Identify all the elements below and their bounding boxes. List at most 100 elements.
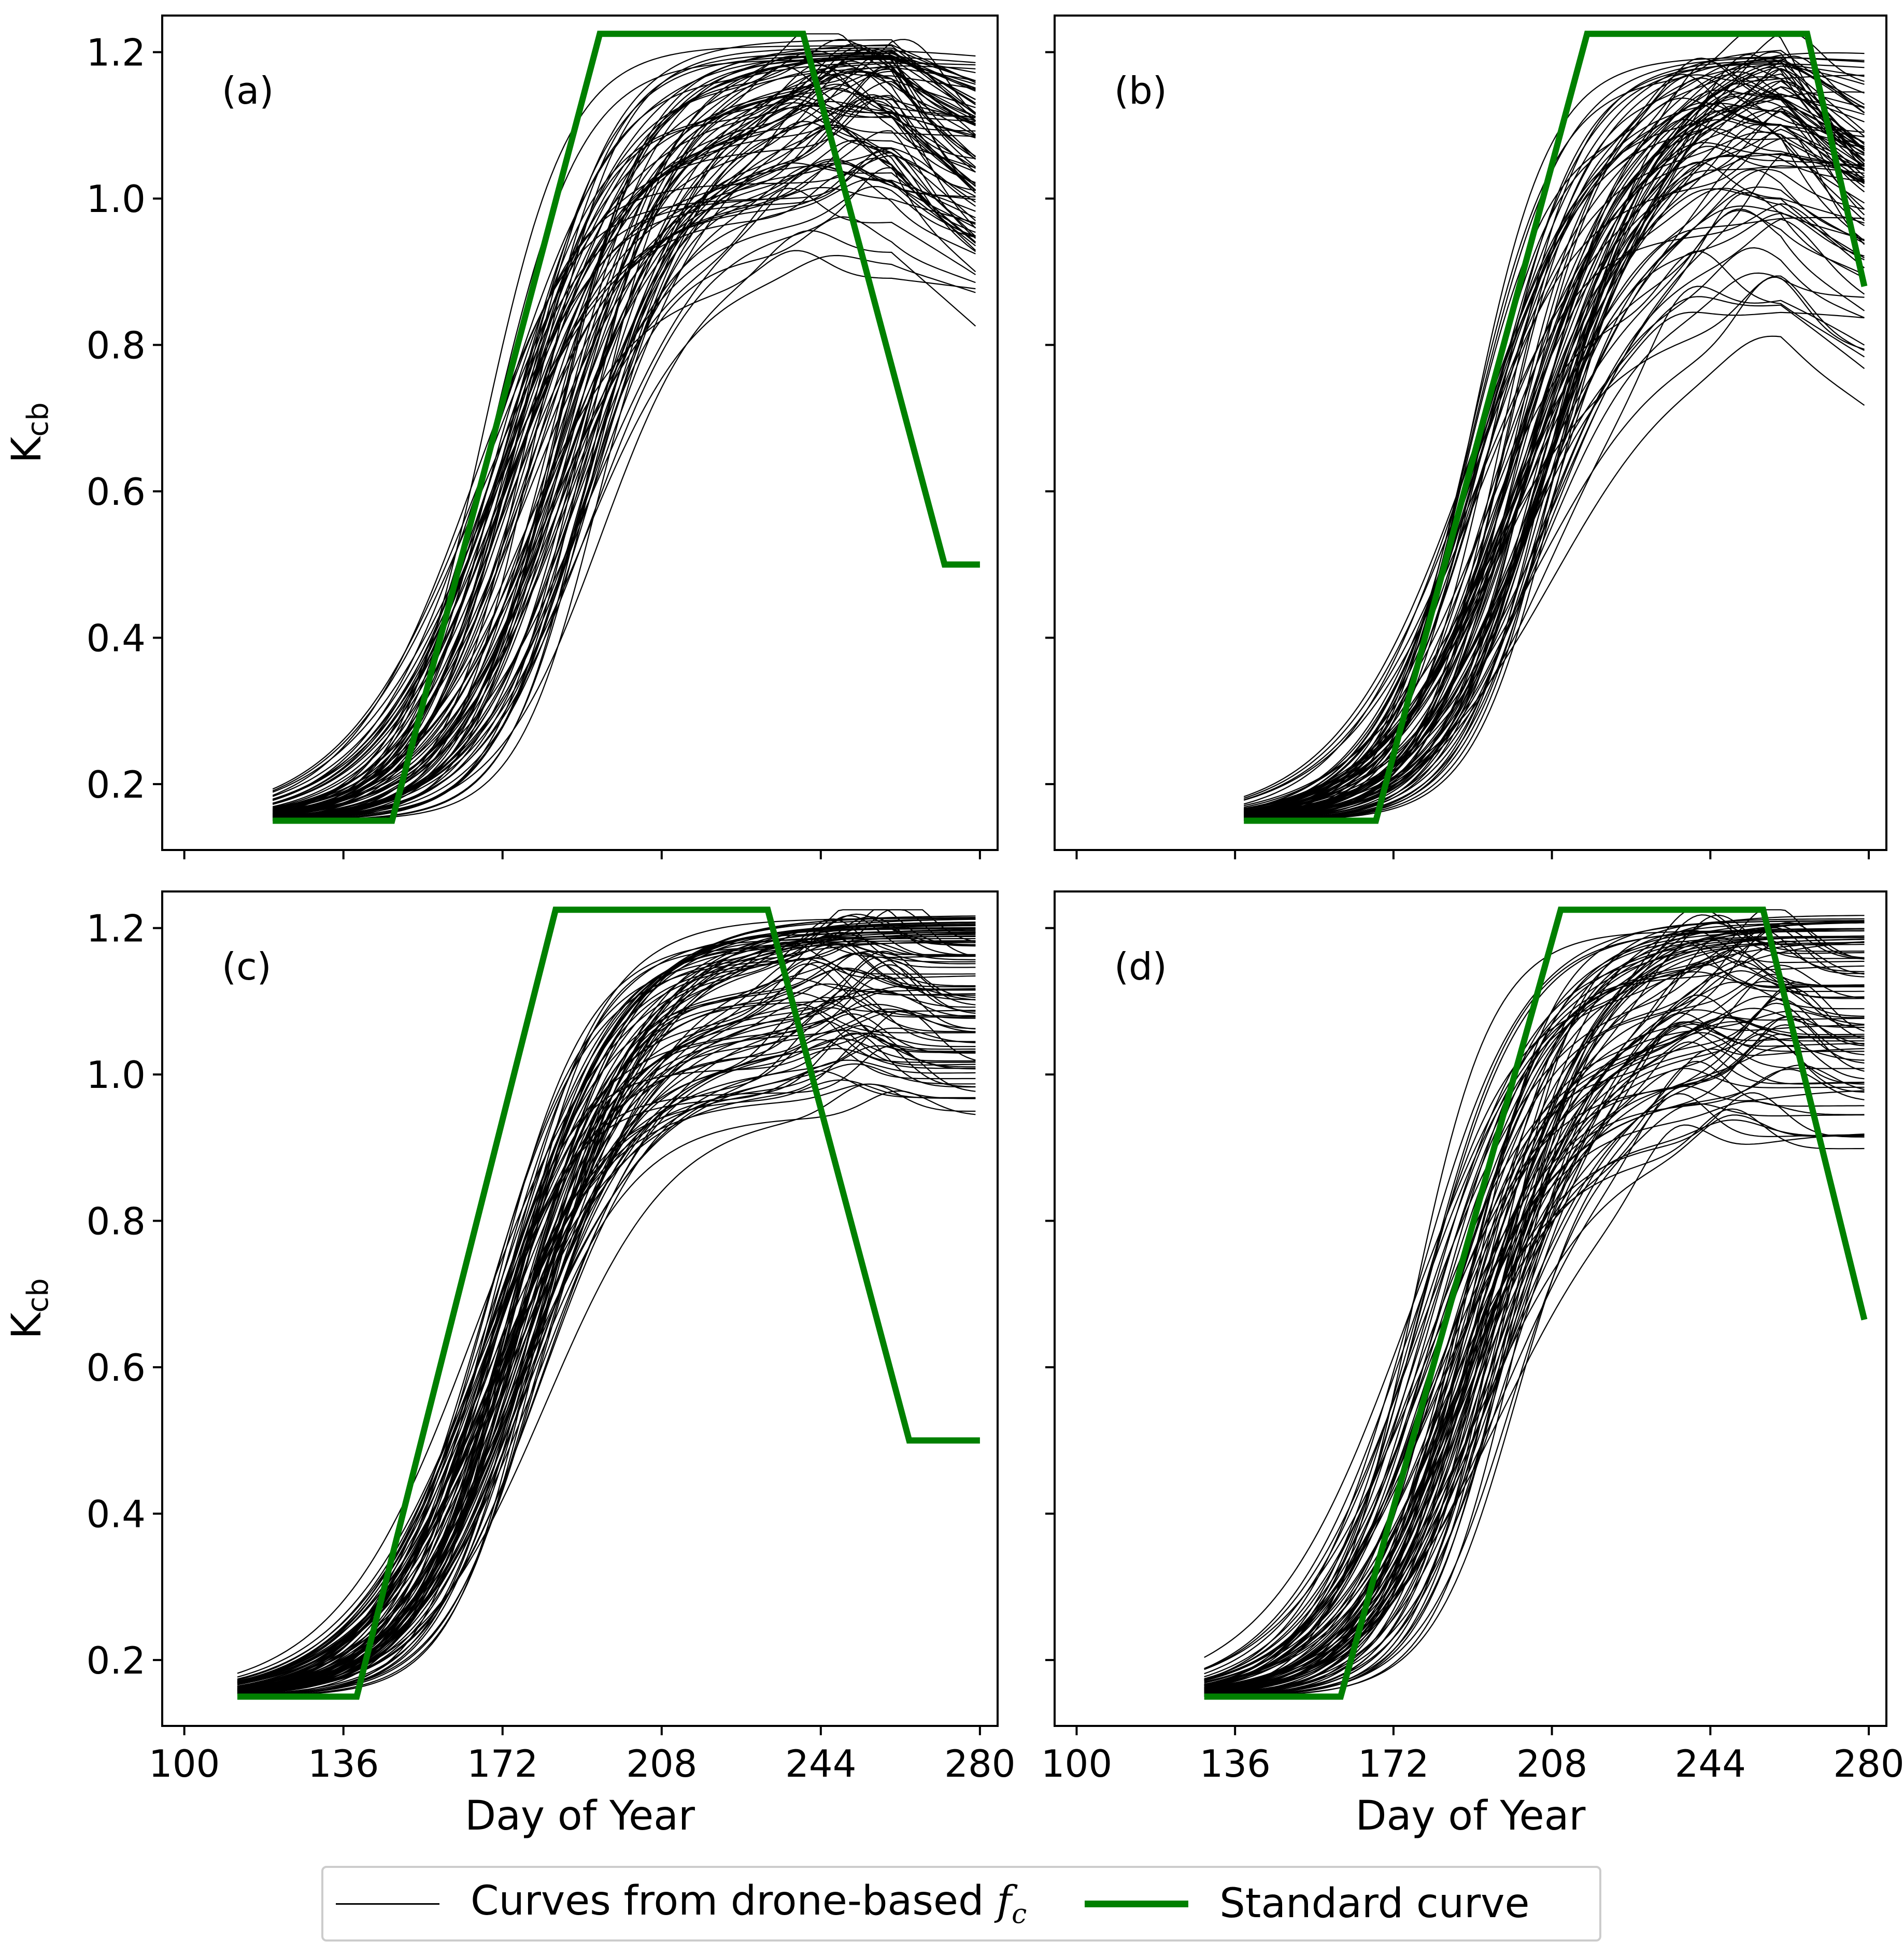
x-tick-label: 136 [1199, 1742, 1270, 1786]
drone-curve [273, 50, 976, 814]
x-tick-label: 100 [1041, 1742, 1112, 1786]
drone-curve [1204, 996, 1865, 1694]
drone-curve [1204, 1016, 1865, 1695]
drone-curve [1204, 960, 1865, 1687]
drone-curve [1244, 296, 1865, 817]
drone-curve [273, 155, 976, 817]
drone-curve [237, 1070, 976, 1694]
legend-label-standard: Standard curve [1219, 1880, 1530, 1927]
drone-curve [272, 124, 976, 791]
x-tick-label: 100 [149, 1742, 220, 1786]
standard-curve [1204, 906, 1868, 1700]
drone-curve [272, 107, 976, 812]
drone-curve [237, 935, 976, 1691]
drone-curve [273, 66, 976, 821]
legend-label-drone: Curves from drone-based fc [471, 1877, 1027, 1930]
legend-line-drone-icon [336, 1903, 439, 1905]
x-axis-label: Day of Year [1356, 1793, 1586, 1839]
drone-curve [1204, 981, 1865, 1696]
drone-curve [273, 160, 976, 821]
axes-frame [1054, 890, 1887, 1727]
drone-curve [273, 59, 976, 816]
drone-curve [1204, 1038, 1865, 1680]
drone-curve [1244, 153, 1865, 815]
drone-curve [273, 68, 976, 812]
drone-curve [237, 1063, 976, 1684]
drone-curve [237, 1010, 976, 1694]
drone-curve [1244, 203, 1865, 818]
drone-curve [1204, 920, 1865, 1696]
y-tick-label: 0.8 [86, 324, 146, 367]
drone-curve [1204, 1033, 1865, 1692]
panel-label: (b) [1114, 69, 1167, 112]
drone-curve [272, 66, 976, 800]
drone-curve [1204, 928, 1865, 1687]
drone-curve [272, 83, 976, 805]
legend: Curves from drone-based fc Standard curv… [321, 1866, 1601, 1942]
drone-curve [237, 931, 976, 1682]
drone-curve [1244, 106, 1865, 817]
x-tick-label: 280 [944, 1742, 1015, 1786]
drone-curve [1244, 128, 1865, 817]
drone-curve [1244, 95, 1865, 809]
legend-item-standard: Standard curve [1027, 1880, 1529, 1927]
drone-curve [1204, 928, 1865, 1686]
drone-curve [273, 55, 976, 819]
drone-curve [1204, 1015, 1865, 1692]
drone-curve [273, 55, 976, 819]
drone-curve [1204, 1021, 1865, 1695]
drone-curve [237, 1013, 976, 1696]
drone-curves [237, 909, 976, 1697]
panel-label: (c) [222, 945, 272, 988]
drone-curve [273, 47, 976, 815]
drone-curve [1244, 153, 1865, 814]
drone-curve [237, 968, 976, 1681]
drone-curve [237, 997, 976, 1694]
drone-curve [1204, 1048, 1865, 1690]
drone-curve [1244, 188, 1865, 820]
axes-frame [1054, 15, 1887, 851]
drone-curve [237, 1008, 976, 1683]
drone-curve [237, 934, 976, 1695]
drone-curve [1204, 1108, 1865, 1686]
drone-curve [1204, 929, 1865, 1669]
y-tick-label: 1.2 [86, 31, 146, 75]
drone-curve [1244, 58, 1865, 820]
drone-curve [237, 1079, 976, 1694]
drone-curve [273, 98, 976, 812]
x-tick-label: 244 [785, 1742, 856, 1786]
drone-curve [1204, 936, 1865, 1675]
drone-curve [273, 54, 976, 819]
panel-2: (b) [1045, 15, 1887, 859]
drone-curve [272, 158, 976, 801]
drone-curve [273, 165, 976, 815]
panel-4: 100 136 172 208 244 280 (d) Day of Year [1041, 890, 1904, 1839]
drone-curve [273, 71, 976, 815]
panel-3: 0.2 0.4 0.6 0.8 1.0 1.2 100 136 172 208 244 280 (c) K… [4, 890, 1016, 1839]
drone-curve [1204, 1002, 1865, 1693]
drone-curve [237, 1090, 976, 1694]
standard-curve [1244, 31, 1868, 824]
x-tick-label: 136 [308, 1742, 379, 1786]
drone-curve [1244, 188, 1865, 819]
drone-curve [237, 932, 976, 1685]
drone-curve [272, 162, 976, 810]
drone-curve [273, 70, 976, 819]
drone-curve [273, 167, 976, 819]
drone-curve [237, 915, 976, 1692]
drone-curve [1204, 994, 1865, 1696]
x-tick-label: 172 [1358, 1742, 1429, 1786]
drone-curve [237, 960, 976, 1690]
drone-curve [237, 963, 976, 1695]
x-tick-label: 244 [1675, 1742, 1746, 1786]
drone-curve [1243, 110, 1865, 801]
drone-curve [1204, 1060, 1865, 1697]
drone-curve [1244, 66, 1865, 814]
drone-curve [1204, 1009, 1865, 1692]
y-axis-label: Kcb [4, 1278, 55, 1339]
drone-curve [273, 105, 976, 820]
drone-curve [1244, 272, 1865, 819]
drone-curve [1204, 1012, 1865, 1670]
drone-curve [273, 52, 976, 820]
